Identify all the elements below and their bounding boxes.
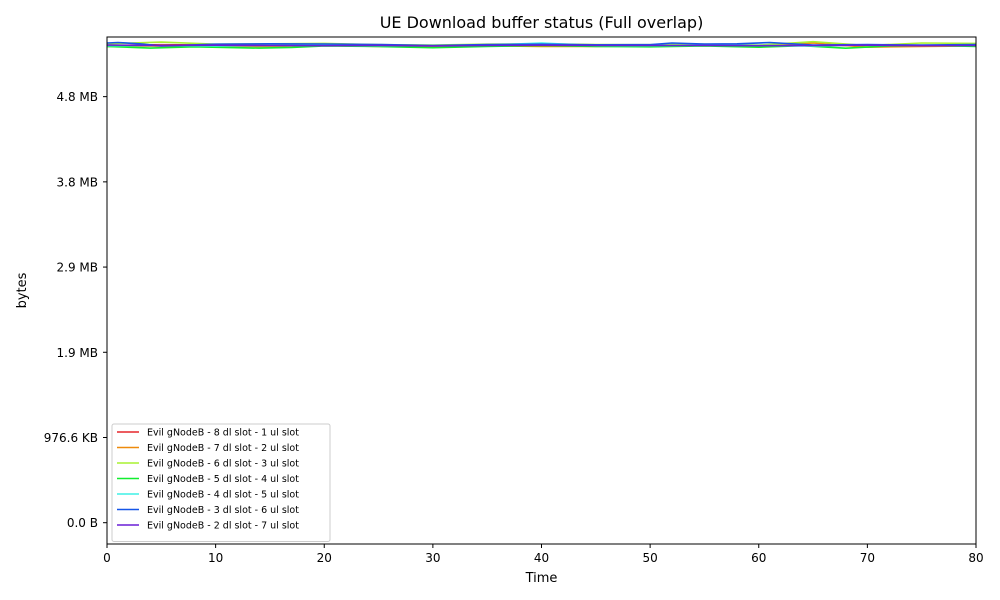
y-tick-label: 3.8 MB [57, 175, 98, 189]
y-tick-label: 976.6 KB [44, 431, 98, 445]
x-tick-label: 80 [968, 551, 983, 565]
y-tick-label: 4.8 MB [57, 90, 98, 104]
x-tick-label: 40 [534, 551, 549, 565]
legend-label: Evil gNodeB - 7 dl slot - 2 ul slot [147, 443, 299, 454]
y-tick-label: 1.9 MB [57, 346, 98, 360]
x-tick-label: 0 [103, 551, 111, 565]
x-tick-label: 30 [425, 551, 440, 565]
legend-label: Evil gNodeB - 2 dl slot - 7 ul slot [147, 521, 299, 532]
x-tick-label: 20 [317, 551, 332, 565]
chart-title: UE Download buffer status (Full overlap) [380, 13, 704, 32]
legend-label: Evil gNodeB - 6 dl slot - 3 ul slot [147, 459, 299, 470]
y-tick-label: 2.9 MB [57, 261, 98, 275]
x-tick-label: 70 [860, 551, 875, 565]
y-tick-label: 0.0 B [67, 516, 98, 530]
series-lines [106, 40, 977, 50]
y-axis-ticks: 0.0 B 976.6 KB 1.9 MB 2.9 MB 3.8 MB 4.8 MB [44, 90, 107, 530]
legend-box [111, 423, 331, 542]
legend: Evil gNodeB - 8 dl slot - 1 ul slot Evil … [111, 423, 331, 542]
legend-label: Evil gNodeB - 8 dl slot - 1 ul slot [147, 428, 299, 439]
legend-label: Evil gNodeB - 4 dl slot - 5 ul slot [147, 490, 299, 501]
legend-label: Evil gNodeB - 5 dl slot - 4 ul slot [147, 474, 299, 485]
x-axis-ticks: 0 10 20 30 40 50 60 70 80 [103, 544, 984, 565]
y-axis-label: bytes [15, 272, 30, 308]
series-line-7 [106, 44, 977, 47]
x-tick-label: 10 [208, 551, 223, 565]
legend-label: Evil gNodeB - 3 dl slot - 6 ul slot [147, 505, 299, 516]
x-tick-label: 60 [751, 551, 766, 565]
x-tick-label: 50 [642, 551, 657, 565]
x-axis-label: Time [525, 571, 558, 586]
